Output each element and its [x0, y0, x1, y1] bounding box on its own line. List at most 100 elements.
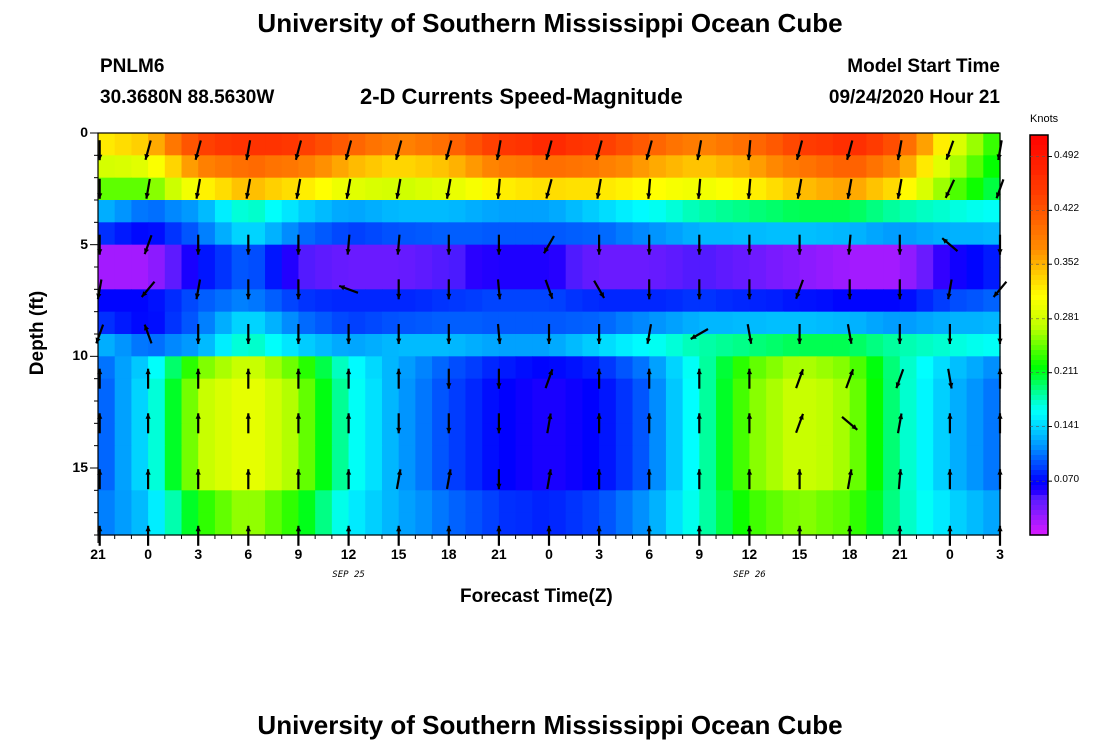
current-arrow [396, 324, 402, 344]
station-id: PNLM6 [100, 56, 165, 77]
heat-cell [599, 401, 617, 424]
heat-cell [766, 311, 784, 335]
colorbar-segment [1030, 480, 1048, 486]
heat-cell [665, 155, 684, 179]
heat-cell [482, 468, 500, 491]
heat-cell [949, 222, 968, 246]
current-arrow [846, 324, 853, 344]
heat-cell [866, 155, 884, 179]
current-arrow [194, 279, 202, 300]
heat-cell [415, 311, 433, 335]
heat-cell [331, 401, 350, 424]
heat-cell [599, 155, 617, 179]
heat-cell [448, 222, 467, 246]
current-arrow [295, 234, 302, 255]
heat-cell [298, 334, 316, 357]
colorbar-segment [1030, 505, 1048, 511]
x-tick-label: 0 [945, 546, 954, 562]
heat-cell [432, 490, 450, 514]
x-tick-label: 15 [791, 546, 808, 562]
heat-cell [983, 490, 1001, 514]
heat-cell [432, 200, 450, 223]
current-arrow [746, 413, 753, 434]
current-arrow [294, 140, 303, 161]
current-arrow [945, 140, 955, 160]
heat-cell [966, 267, 984, 290]
current-arrow [690, 328, 709, 340]
heat-cell [315, 267, 333, 290]
current-arrow [596, 413, 602, 434]
heat-cell [298, 267, 316, 290]
heat-cell [866, 445, 884, 469]
heat-cell [549, 356, 567, 380]
colorbar-segment [1030, 445, 1048, 451]
heat-cell [766, 445, 784, 469]
heat-cell [832, 200, 851, 223]
date-label: SEP 25 [332, 570, 365, 580]
heat-cell [599, 445, 617, 469]
heat-cell [398, 356, 416, 380]
heat-cell [281, 289, 300, 313]
colorbar-segment [1030, 220, 1048, 226]
heat-cell [766, 468, 784, 491]
heat-cell [164, 356, 183, 380]
current-arrow [997, 413, 1003, 434]
current-arrow [646, 368, 652, 389]
heat-cell [832, 445, 851, 469]
heat-cell [565, 378, 583, 402]
heat-cell [599, 356, 617, 380]
heat-cell [348, 222, 366, 246]
heat-cell [465, 267, 483, 290]
colorbar-segment [1030, 160, 1048, 166]
heat-cell [782, 423, 801, 447]
current-arrow [645, 140, 653, 161]
y-tick-label: 5 [80, 235, 88, 252]
heat-cell [114, 222, 132, 246]
x-tick-label: 3 [595, 546, 603, 562]
heat-cell [933, 468, 951, 491]
heat-cell [381, 155, 400, 179]
heat-cell [849, 423, 867, 447]
heat-cell [465, 468, 483, 491]
heat-cell [482, 155, 500, 179]
heat-cell [899, 289, 918, 313]
heat-cell [448, 378, 467, 402]
heat-cell [532, 155, 550, 179]
heat-cell [899, 512, 918, 536]
heat-cell [615, 423, 634, 447]
heat-cell [949, 200, 968, 223]
heat-cell [983, 468, 1001, 491]
heat-cell [816, 222, 834, 246]
heat-cell [966, 289, 984, 313]
heat-cell [365, 289, 383, 313]
heat-cell [331, 378, 350, 402]
heat-cell [916, 378, 934, 402]
heat-cell [832, 244, 851, 268]
heat-cell [699, 244, 717, 268]
heat-cell [114, 177, 132, 201]
heat-cell [465, 512, 483, 536]
heat-cell [231, 200, 249, 223]
heat-cell [498, 311, 517, 335]
current-arrow [145, 368, 151, 389]
heat-cell [832, 356, 851, 380]
heat-cell [498, 468, 517, 491]
colorbar-segment [1030, 350, 1048, 356]
heat-cell [532, 222, 550, 246]
heat-cell [432, 378, 450, 402]
heat-cell [699, 200, 717, 223]
heat-cell [599, 490, 617, 514]
heat-cell [615, 356, 634, 380]
heat-cell [131, 401, 149, 424]
heat-cell [699, 356, 717, 380]
colorbar-segment [1030, 255, 1048, 261]
current-arrow [746, 279, 753, 300]
heat-cell [799, 222, 817, 246]
heat-cell [348, 445, 366, 469]
heat-cell [114, 289, 132, 313]
heat-cell [816, 267, 834, 290]
heat-cell [365, 512, 383, 536]
colorbar-segment [1030, 155, 1048, 161]
current-arrow [194, 140, 202, 161]
heat-cell [98, 445, 116, 469]
